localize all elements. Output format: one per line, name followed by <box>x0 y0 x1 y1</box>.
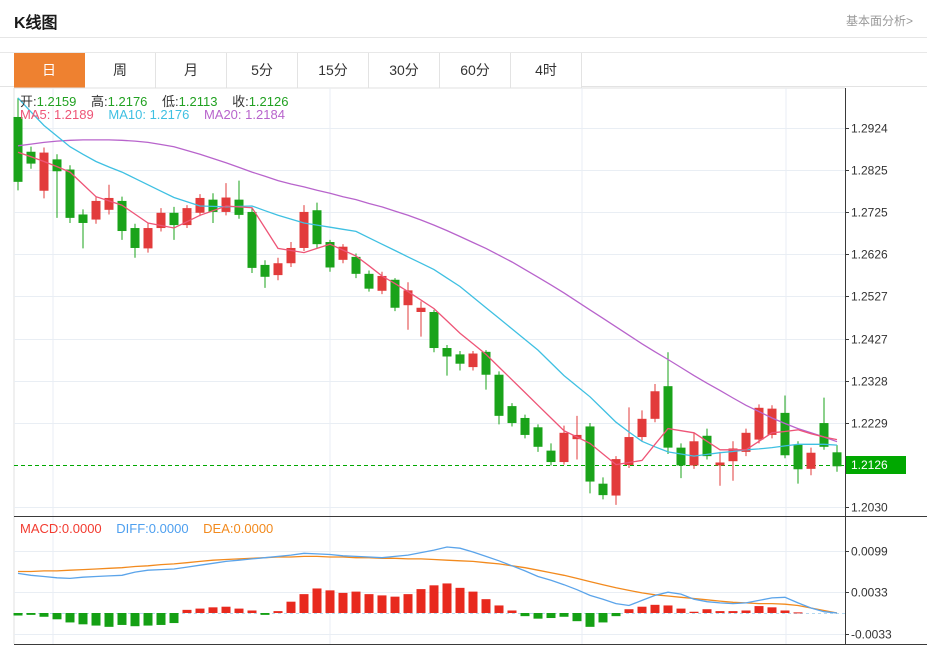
tab-15min[interactable]: 15分 <box>298 53 369 88</box>
axis-label: 1.2626 <box>851 248 888 262</box>
tab-60min[interactable]: 60分 <box>440 53 511 88</box>
tab-5min[interactable]: 5分 <box>227 53 298 88</box>
page-title: K线图 <box>14 15 58 32</box>
axis-label: 1.2825 <box>851 164 888 178</box>
axis-label: 1.2427 <box>851 333 888 347</box>
axis-label: 1.2030 <box>851 501 888 515</box>
axis-label: 1.2229 <box>851 417 888 431</box>
axis-label: 0.0033 <box>851 586 888 600</box>
fundamental-analysis-link[interactable]: 基本面分析> <box>845 14 913 28</box>
axis-label: 0.0099 <box>851 545 888 559</box>
timeframe-tabbar: 日 周 月 5分 15分 30分 60分 4时 <box>0 52 927 88</box>
axis-label: -0.0033 <box>851 628 892 642</box>
tab-30min[interactable]: 30分 <box>369 53 440 88</box>
axis-label: 1.2725 <box>851 206 888 220</box>
axis-label: 1.2527 <box>851 290 888 304</box>
current-price-badge: 1.2126 <box>846 456 906 474</box>
page-header: K线图 基本面分析> <box>0 0 927 38</box>
tab-day[interactable]: 日 <box>14 53 85 88</box>
tab-month[interactable]: 月 <box>156 53 227 88</box>
axis-label: 1.2924 <box>851 122 888 136</box>
tab-4hour[interactable]: 4时 <box>511 53 582 88</box>
tab-week[interactable]: 周 <box>85 53 156 88</box>
axis-label: 1.2328 <box>851 375 888 389</box>
